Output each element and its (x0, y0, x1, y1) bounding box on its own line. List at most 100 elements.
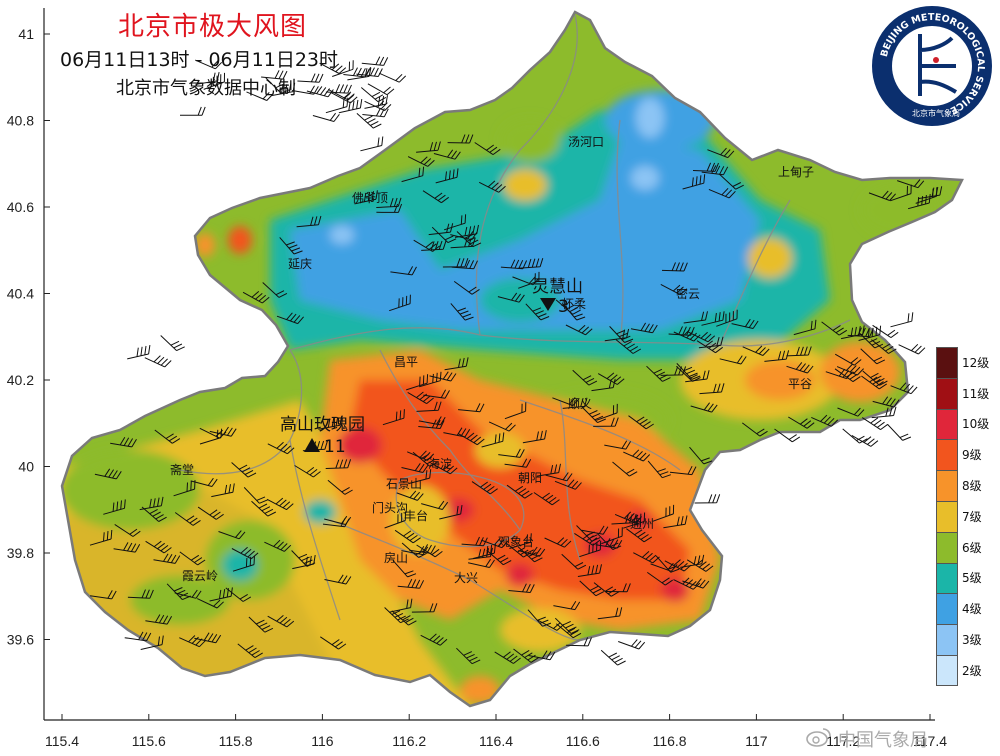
wind-barb-icon (694, 494, 721, 504)
wind-barb-icon (420, 633, 448, 646)
wind-barb-icon (525, 303, 550, 321)
wind-barb-icon (689, 446, 713, 465)
wind-barb-icon (271, 82, 296, 97)
wind-barb-icon (478, 180, 506, 193)
wind-barb-icon (413, 239, 441, 252)
wind-barb-icon (517, 546, 543, 563)
wind-barb-icon (179, 106, 206, 116)
wind-barb-icon (407, 450, 435, 461)
wind-barb-icon (692, 162, 719, 172)
legend-item: 7级 (936, 500, 996, 532)
wind-barb-icon (194, 632, 222, 644)
wind-barb-icon (898, 343, 926, 355)
place-tongzhou: 通州 (630, 517, 654, 531)
wind-barb-icon (500, 259, 528, 270)
wind-barb-icon (421, 240, 447, 251)
wind-barb-icon (615, 339, 642, 354)
wind-barb-icon (160, 335, 185, 352)
legend-item: 8级 (936, 470, 996, 501)
legend-label: 9级 (962, 448, 982, 463)
wind-barb-icon (680, 554, 705, 568)
x-tick-label: 116.4 (479, 733, 513, 749)
wind-barb-icon (447, 134, 474, 144)
wind-barb-icon (144, 355, 172, 368)
time-range: 06月11日13时 - 06月11日23时 (60, 49, 338, 71)
wind-barb-icon (604, 440, 632, 450)
wind-barb-icon (623, 449, 651, 462)
y-tick-label: 40 (18, 459, 34, 475)
wind-barb-icon (731, 318, 759, 329)
wind-barb-icon (545, 472, 573, 482)
wind-barb-icon (296, 215, 322, 228)
wind-barb-icon (261, 70, 288, 80)
wind-barb-icon (416, 401, 442, 412)
x-tick-label: 116.2 (392, 733, 426, 749)
x-tick-label: 116.6 (566, 733, 600, 749)
wind-barb-icon (682, 174, 706, 190)
wind-barb-icon (707, 147, 735, 159)
wind-barb-icon (685, 370, 710, 383)
wind-barb-icon (600, 649, 626, 666)
wind-barb-icon (461, 536, 488, 547)
wind-barb-icon (458, 403, 485, 413)
legend-swatch (936, 593, 958, 625)
y-tick-label: 39.8 (7, 545, 34, 561)
wind-barb-icon (612, 461, 638, 477)
wind-barb-icon (595, 538, 623, 549)
wind-barb-icon (862, 370, 888, 386)
wind-barb-icon (471, 481, 498, 495)
map-title: 北京市极大风图 (118, 12, 308, 42)
wind-barb-icon (701, 165, 729, 176)
y-tick-label: 40.4 (7, 286, 34, 302)
wind-barb-icon (418, 419, 445, 429)
wind-barb-icon (887, 424, 912, 441)
wind-barb-icon (376, 203, 403, 213)
x-tick-label: 117.4 (913, 733, 947, 749)
x-tick-label: 117 (745, 733, 768, 749)
wind-barb-icon (555, 299, 581, 315)
wind-barb-icon (552, 397, 580, 407)
max-value: 11 (324, 437, 346, 457)
wind-barb-icon (614, 511, 642, 524)
wind-barb-icon (418, 416, 446, 426)
wind-barb-icon (508, 583, 535, 593)
wind-barb-icon (628, 415, 654, 430)
wind-barb-icon (555, 623, 582, 639)
wind-barb-icon (231, 462, 257, 478)
wind-barb-icon (699, 383, 725, 395)
legend-swatch (936, 624, 958, 655)
wind-barb-icon (847, 327, 874, 338)
wind-barb-icon (292, 555, 316, 570)
wind-barb-icon (141, 506, 167, 522)
wind-barb-icon (243, 487, 268, 504)
wind-barb-icon (266, 497, 294, 511)
wind-barb-icon (209, 426, 237, 437)
wind-barb-icon (439, 505, 463, 520)
wind-barb-icon (456, 231, 482, 248)
wind-barb-icon (860, 348, 886, 365)
wind-barb-icon (577, 564, 602, 577)
wind-barb-icon (327, 88, 355, 101)
place-xiayunling: 霞云岭 (182, 569, 218, 583)
wind-barb-icon (195, 59, 223, 70)
wind-barb-icon (742, 422, 768, 437)
legend-label: 12级 (962, 355, 990, 370)
legend-swatch (936, 654, 958, 686)
wind-barb-icon (474, 142, 501, 156)
wind-barb-icon (364, 100, 392, 112)
wind-barb-icon (197, 506, 224, 520)
wind-barb-icon (593, 417, 619, 427)
beijing-meteorological-logo-icon: BEIJING METEOROLOGICAL SERVICE (872, 6, 992, 126)
legend-item: 11级 (936, 377, 996, 409)
min-triangle-icon (540, 298, 556, 311)
wind-barb-icon (384, 607, 409, 624)
wind-barb-icon (572, 369, 598, 386)
place-guanxiangtai: 观象台 (498, 534, 534, 549)
wind-barb-icon (630, 322, 658, 334)
wind-barb-icon (597, 372, 625, 385)
legend-item: 6级 (936, 531, 996, 563)
wind-barb-icon (179, 635, 207, 648)
wind-barb-icon (513, 648, 539, 663)
wind-barb-icon (401, 542, 427, 558)
wind-barb-icon (821, 321, 848, 336)
